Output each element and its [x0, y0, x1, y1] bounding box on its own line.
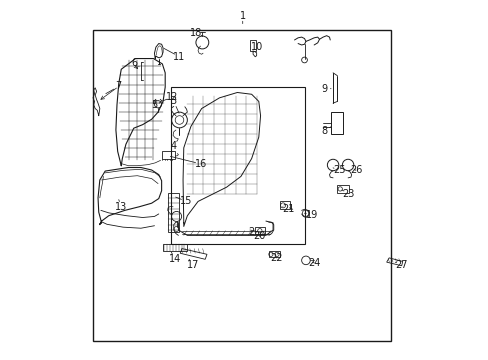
Bar — [254, 227, 264, 234]
Text: 6: 6 — [131, 58, 137, 68]
Text: 18: 18 — [190, 28, 202, 38]
Text: 20: 20 — [253, 231, 265, 242]
Text: 1: 1 — [239, 11, 245, 21]
Bar — [163, 244, 187, 251]
Text: 4: 4 — [170, 141, 177, 151]
Text: 17: 17 — [186, 260, 199, 270]
Bar — [268, 251, 279, 257]
Text: 19: 19 — [305, 210, 317, 220]
Text: 24: 24 — [307, 258, 320, 268]
Text: 15: 15 — [180, 197, 192, 206]
Text: 3: 3 — [170, 96, 177, 107]
Bar — [93, 30, 390, 341]
Text: 9: 9 — [321, 84, 327, 94]
Text: 21: 21 — [281, 204, 294, 214]
Text: 7: 7 — [115, 81, 122, 91]
Bar — [336, 185, 348, 193]
Text: 27: 27 — [395, 260, 407, 270]
Text: 26: 26 — [349, 165, 362, 175]
Bar — [167, 193, 179, 232]
Bar — [330, 112, 343, 134]
Text: 8: 8 — [321, 126, 327, 136]
Text: 25: 25 — [332, 165, 345, 175]
Text: 2: 2 — [248, 227, 254, 237]
Text: 14: 14 — [168, 254, 181, 264]
Bar — [279, 202, 289, 209]
Text: 13: 13 — [115, 202, 127, 212]
Bar — [162, 151, 175, 158]
Text: 5: 5 — [151, 100, 157, 110]
Text: 12: 12 — [166, 92, 178, 102]
Text: 23: 23 — [342, 189, 354, 199]
Text: 11: 11 — [173, 52, 185, 62]
Text: 10: 10 — [250, 42, 263, 52]
Bar — [171, 87, 305, 244]
Text: 22: 22 — [270, 253, 283, 263]
Bar — [249, 40, 256, 51]
Text: 16: 16 — [194, 159, 206, 169]
